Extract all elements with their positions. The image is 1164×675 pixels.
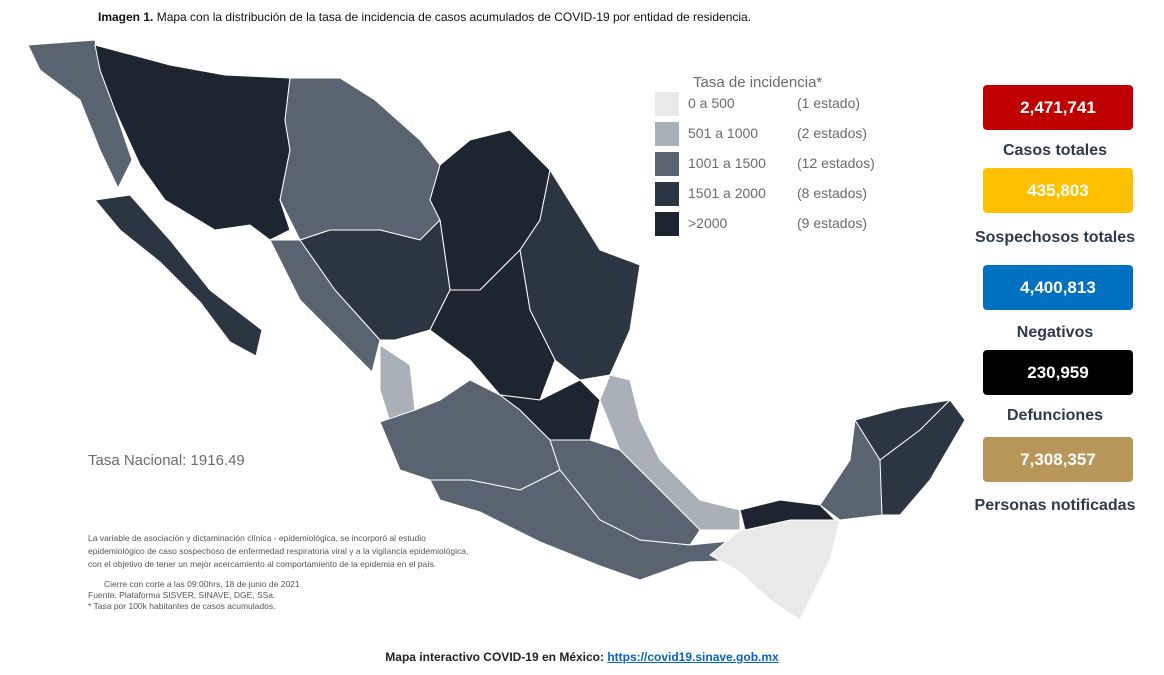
stat-value: 2,471,741 — [983, 85, 1133, 130]
region — [429, 248, 556, 401]
note-line: Cierre con corte a las 09:00hrs, 18 de j… — [104, 579, 300, 589]
region — [498, 379, 601, 441]
legend-range: 0 a 500 — [688, 95, 735, 111]
region — [879, 399, 966, 516]
region — [709, 519, 841, 621]
stat-label: Personas notificadas — [974, 497, 1136, 514]
note-line: * Tasa por 100k habitantes de casos acum… — [88, 601, 276, 611]
footer-text: Mapa interactivo COVID-19 en México: — [385, 650, 608, 664]
legend-swatch — [655, 152, 679, 176]
legend-range: 1001 a 1500 — [688, 155, 766, 171]
region — [599, 374, 741, 531]
note-line: La variable de asociación y dictaminació… — [88, 533, 426, 543]
stat-value: 230,959 — [983, 350, 1133, 395]
stat-value: 435,803 — [983, 168, 1133, 213]
stat-label: Defunciones — [1006, 407, 1103, 424]
stat-value: 4,400,813 — [983, 265, 1133, 310]
legend-title: Tasa de incidencia* — [693, 74, 823, 91]
note-line: con el objetivo de tener un mejor acerca… — [88, 559, 437, 569]
caption: Imagen 1. Mapa con la distribución de la… — [98, 10, 751, 24]
national-rate: Tasa Nacional: 1916.49 — [88, 452, 245, 469]
legend-count: (8 estados) — [797, 185, 868, 201]
legend-count: (1 estado) — [797, 95, 861, 111]
note-line: Fuente: Plataforma SISVER, SINAVE, DGE, … — [88, 590, 276, 600]
stat-label: Negativos — [1016, 324, 1094, 341]
region — [379, 344, 416, 423]
note-line: epidemiológico de caso sospechoso de enf… — [88, 546, 469, 556]
legend-count: (12 estados) — [797, 155, 875, 171]
legend-range: 1501 a 2000 — [688, 185, 766, 201]
legend-count: (2 estados) — [797, 125, 868, 141]
caption-text: Mapa con la distribución de la tasa de i… — [153, 10, 752, 24]
legend-swatch — [655, 182, 679, 206]
region — [94, 194, 263, 357]
stat-value: 7,308,357 — [983, 437, 1133, 482]
caption-label: Imagen 1. — [98, 10, 154, 24]
legend-count: (9 estados) — [797, 215, 868, 231]
legend-swatch — [655, 212, 679, 236]
footer-link[interactable]: https://covid19.sinave.gob.mx — [607, 650, 779, 664]
legend-swatch — [655, 92, 679, 116]
region — [279, 77, 441, 241]
stat-label: Casos totales — [1002, 142, 1108, 159]
stat-label: Sospechosos totales — [974, 229, 1136, 246]
region — [94, 44, 291, 241]
legend-range: 501 a 1000 — [688, 125, 759, 141]
region — [739, 499, 837, 531]
legend-swatch — [655, 122, 679, 146]
footer: Mapa interactivo COVID-19 en México: htt… — [0, 650, 1164, 664]
map — [27, 39, 966, 621]
legend-range: >2000 — [688, 215, 728, 231]
